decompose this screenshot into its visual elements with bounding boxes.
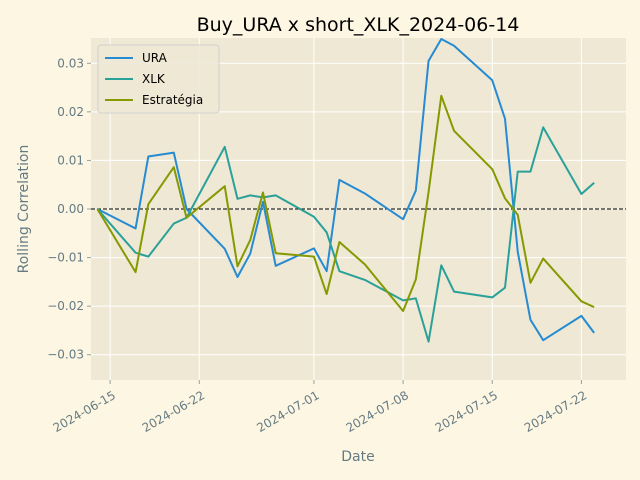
y-tick-label-6: 0.03 (57, 56, 84, 70)
series-line-estrat-gia (96, 94, 595, 313)
y-tick-label-4: 0.01 (57, 153, 84, 167)
series-line-xlk (96, 126, 595, 343)
legend-label-estrat-gia: Estratégia (142, 93, 203, 107)
series-layer (96, 37, 595, 343)
legend-box (97, 44, 220, 114)
chart-title: Buy_URA x short_XLK_2024-06-14 (197, 14, 520, 36)
y-axis-ticks: −0.03 −0.02 −0.01 0.00 0.01 0.02 0.03 (47, 56, 91, 362)
legend-label-ura: URA (142, 51, 168, 65)
y-tick-label-2: −0.01 (47, 251, 84, 265)
legend-label-xlk: XLK (142, 72, 166, 86)
y-axis-label: Rolling Correlation (16, 145, 32, 274)
y-tick-label-3: 0.00 (57, 202, 84, 216)
y-tick-label-0: −0.03 (47, 348, 84, 362)
legend: URA XLK Estratégia (97, 44, 220, 114)
y-tick-label-1: −0.02 (47, 299, 84, 313)
x-axis-label: Date (341, 449, 374, 465)
series-line-ura (96, 37, 595, 342)
y-tick-label-5: 0.02 (57, 105, 84, 119)
